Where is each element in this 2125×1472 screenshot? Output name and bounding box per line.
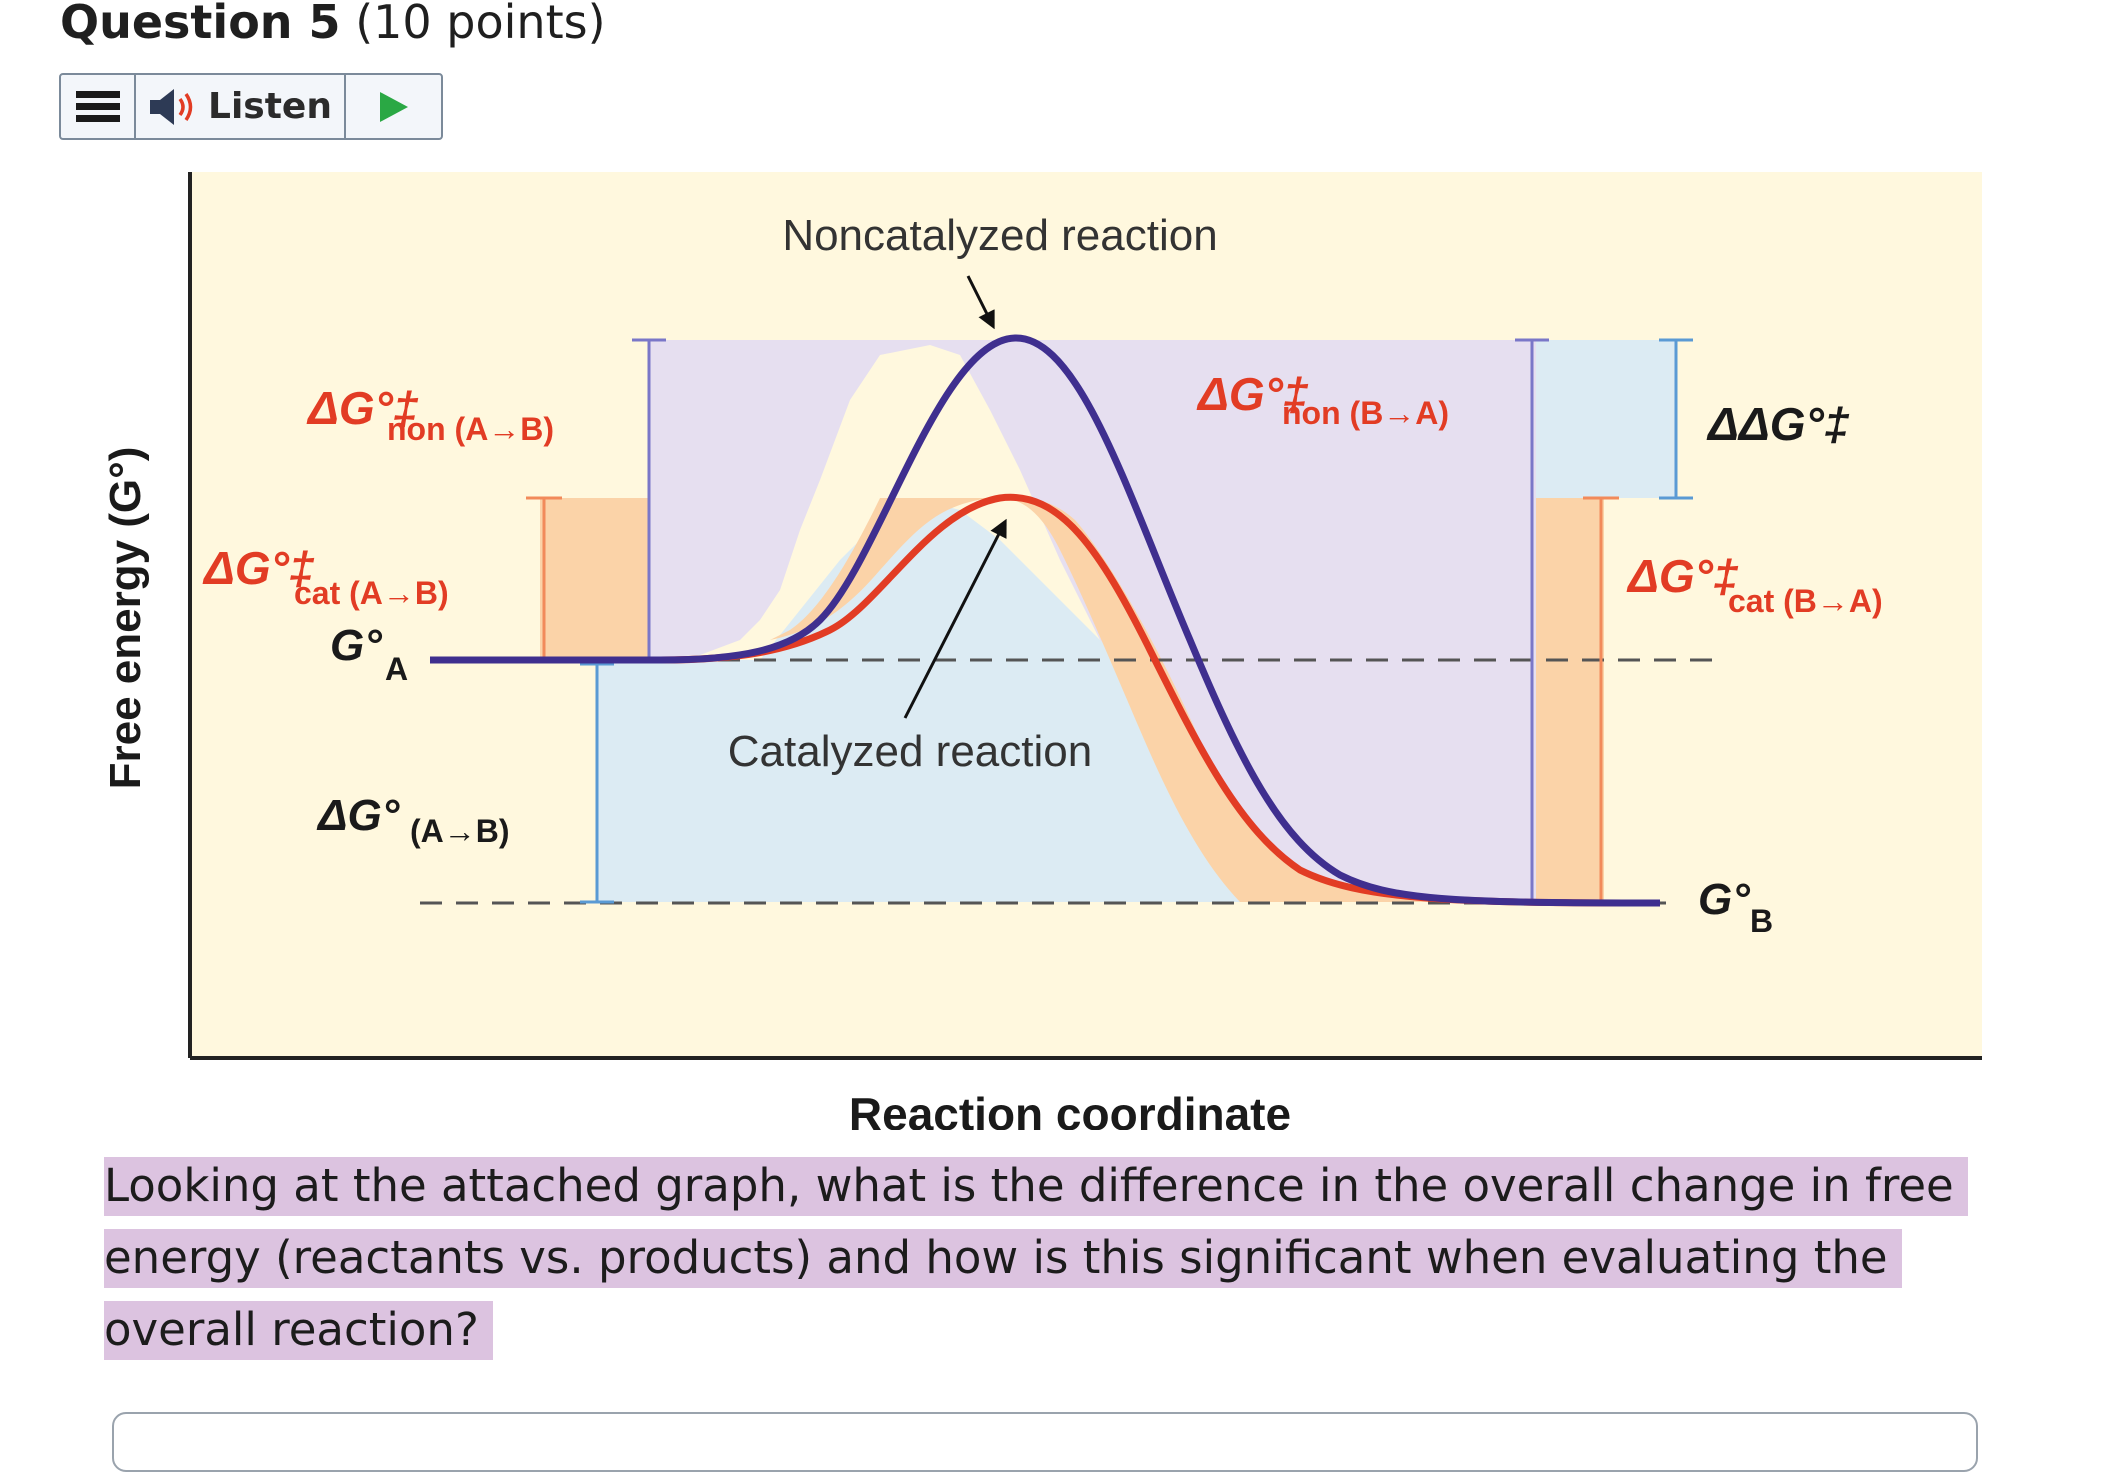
dg-ab-bracket xyxy=(580,662,614,904)
catalyzed-label: Catalyzed reaction xyxy=(728,727,1092,776)
listen-label: Listen xyxy=(208,86,332,127)
play-button[interactable] xyxy=(346,75,441,138)
dg-non-ba-label: ΔG°‡ xyxy=(1196,368,1309,420)
ddg-bracket xyxy=(1659,338,1693,500)
noncatalyzed-label: Noncatalyzed reaction xyxy=(782,211,1217,260)
ga-sub: A xyxy=(385,651,408,687)
menu-button[interactable] xyxy=(61,75,136,138)
catalyzed-curve xyxy=(430,493,1661,907)
non-ba-bracket xyxy=(1515,338,1549,902)
plot-background xyxy=(190,172,1982,1058)
non-ab-bracket xyxy=(632,338,666,660)
ga-label: G° xyxy=(330,621,382,670)
dg-non-ab-sub: non (A→B) xyxy=(387,411,554,447)
dg-cat-ab-label: ΔG°‡ xyxy=(202,542,315,594)
energy-diagram-svg: Noncatalyzed reaction Catalyzed reaction… xyxy=(101,172,1982,1140)
speaker-icon xyxy=(150,88,193,125)
purple-region xyxy=(649,340,1536,902)
dg-cat-ba-sub: cat (B→A) xyxy=(1728,583,1883,619)
question-text: Looking at the attached graph, what is t… xyxy=(104,1157,1968,1360)
question-points: (10 points) xyxy=(355,0,606,49)
answer-input[interactable] xyxy=(112,1412,1978,1472)
orange-region-left xyxy=(540,498,649,658)
menu-icon xyxy=(75,90,120,122)
dg-cat-ab-sub: cat (A→B) xyxy=(294,575,449,611)
play-icon xyxy=(379,91,408,122)
dg-ab-label: ΔG° xyxy=(316,791,400,840)
energy-diagram: Noncatalyzed reaction Catalyzed reaction… xyxy=(0,150,2125,1140)
listen-button[interactable]: Listen xyxy=(136,75,346,138)
orange-region-right xyxy=(1536,498,1604,902)
catalyzed-arrow xyxy=(903,518,1007,719)
dg-cat-ba-label: ΔG°‡ xyxy=(1626,550,1739,602)
y-axis-title: Free energy (G°) xyxy=(101,447,150,790)
dg-non-ab-label: ΔG°‡ xyxy=(306,382,419,434)
ddg-label: ΔΔG°‡ xyxy=(1706,398,1850,450)
question-header: Question 5 (10 points) xyxy=(60,0,606,52)
question-prompt: Looking at the attached graph, what is t… xyxy=(104,1150,1984,1366)
gb-sub: B xyxy=(1750,903,1773,939)
x-axis-title: Reaction coordinate xyxy=(849,1088,1291,1130)
orange-region-peak xyxy=(770,496,1440,902)
noncatalyzed-curve xyxy=(430,334,1661,907)
dg-ab-sub: (A→B) xyxy=(410,813,510,849)
question-title: Question 5 xyxy=(60,0,341,49)
noncatalyzed-arrow xyxy=(966,275,995,330)
gb-label: G° xyxy=(1698,875,1750,924)
dg-non-ba-sub: non (B→A) xyxy=(1282,395,1449,431)
ddg-region xyxy=(1536,340,1676,498)
listen-toolbar: Listen xyxy=(59,73,443,140)
